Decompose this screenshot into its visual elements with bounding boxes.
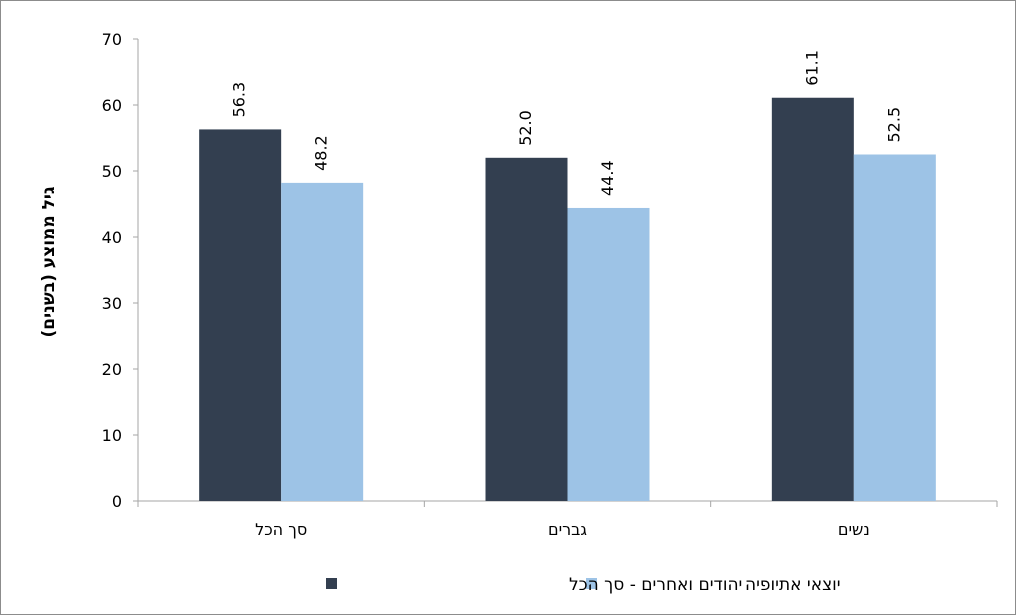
data-labels: 56.3 48.2 52.0 44.4 61.1 52.5 bbox=[230, 50, 904, 196]
bar bbox=[485, 157, 568, 502]
data-label: 56.3 bbox=[230, 82, 249, 118]
y-axis-title: גיל ממוצע (בשנים) bbox=[39, 186, 59, 337]
data-label: 48.2 bbox=[312, 135, 331, 171]
category-label: גברים bbox=[548, 520, 587, 539]
bar bbox=[771, 97, 854, 502]
legend-swatch bbox=[586, 578, 597, 589]
y-tick-label: 50 bbox=[102, 162, 122, 181]
y-tick-label: 70 bbox=[102, 30, 122, 49]
legend-label: יוצאי אתיופיה bbox=[745, 575, 841, 595]
y-tick-label: 0 bbox=[112, 492, 122, 511]
bars bbox=[199, 97, 936, 502]
bar bbox=[199, 129, 282, 502]
legend-swatch bbox=[326, 578, 337, 589]
bar bbox=[853, 154, 936, 501]
data-label: 52.5 bbox=[884, 107, 903, 143]
y-tick-label: 60 bbox=[102, 96, 122, 115]
x-axis: סך הכל גברים נשים bbox=[137, 500, 998, 539]
y-tick-label: 30 bbox=[102, 294, 122, 313]
legend-label: יהודים ואחרים - סך הכל bbox=[569, 575, 742, 595]
bar bbox=[567, 207, 650, 501]
bar bbox=[281, 182, 364, 501]
y-tick-label: 10 bbox=[102, 426, 122, 445]
y-tick-label: 20 bbox=[102, 360, 122, 379]
y-axis: 0 10 20 30 40 50 60 70 bbox=[102, 30, 139, 511]
data-label: 61.1 bbox=[802, 50, 821, 86]
data-label: 44.4 bbox=[598, 160, 617, 196]
category-label: סך הכל bbox=[255, 520, 307, 539]
category-label: נשים bbox=[838, 520, 870, 539]
data-label: 52.0 bbox=[516, 110, 535, 146]
y-tick-label: 40 bbox=[102, 228, 122, 247]
